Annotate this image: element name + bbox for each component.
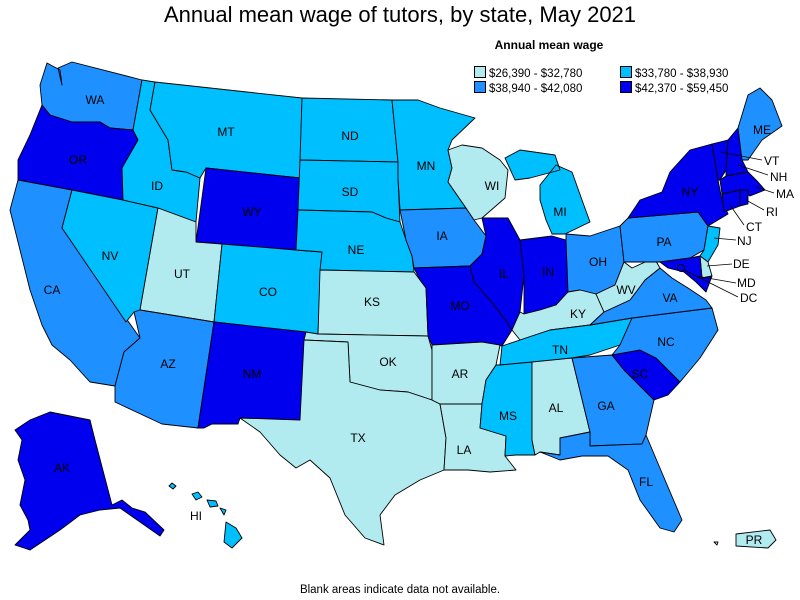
legend-item-bin-2: $33,780 - $38,930 xyxy=(620,66,728,80)
legend-label-bin-4: $42,370 - $59,450 xyxy=(635,83,729,95)
label-nc: NC xyxy=(657,335,675,349)
footnote: Blank areas indicate data not available. xyxy=(299,584,501,596)
leader-dc xyxy=(683,269,739,298)
label-ar: AR xyxy=(452,367,469,381)
state-wv[interactable] xyxy=(595,257,661,313)
label-mo: MO xyxy=(450,299,469,313)
label-ca: CA xyxy=(44,283,61,297)
legend-label-bin-2: $33,780 - $38,930 xyxy=(635,68,729,80)
leader-md xyxy=(695,275,737,284)
label-sd: SD xyxy=(342,185,359,199)
label-va: VA xyxy=(662,291,677,305)
leader-lines xyxy=(683,151,775,298)
label-ri: RI xyxy=(766,205,778,219)
label-hi: HI xyxy=(190,509,202,523)
state-ct[interactable] xyxy=(721,189,741,213)
legend-swatch-bin-2 xyxy=(620,66,632,78)
state-hi[interactable] xyxy=(168,482,243,549)
label-az: AZ xyxy=(160,357,175,371)
leader-vt xyxy=(719,151,763,161)
label-md: MD xyxy=(737,276,756,290)
label-wy: WY xyxy=(242,205,261,219)
label-ky: KY xyxy=(570,307,586,321)
label-co: CO xyxy=(259,285,277,299)
leader-ct xyxy=(729,204,745,226)
legend-swatch-bin-1 xyxy=(474,66,486,78)
label-la: LA xyxy=(457,443,472,457)
label-pr: PR xyxy=(746,533,763,547)
legend-title: Annual mean wage xyxy=(494,38,604,52)
label-wi: WI xyxy=(485,179,500,193)
state-wi[interactable] xyxy=(447,144,509,221)
label-dc: DC xyxy=(740,291,758,305)
label-mi: MI xyxy=(553,205,566,219)
label-ut: UT xyxy=(174,267,191,281)
legend-item-bin-3: $38,940 - $42,080 xyxy=(474,81,582,95)
label-ia: IA xyxy=(436,229,447,243)
label-or: OR xyxy=(69,153,87,167)
label-tn: TN xyxy=(552,343,568,357)
label-me: ME xyxy=(753,123,771,137)
label-nd: ND xyxy=(341,129,359,143)
leader-de xyxy=(706,263,733,267)
label-nh: NH xyxy=(770,170,787,184)
state-dc[interactable] xyxy=(677,264,685,272)
label-ks: KS xyxy=(364,295,380,309)
state-vt[interactable] xyxy=(711,139,729,181)
leader-nh xyxy=(737,164,769,176)
label-nj: NJ xyxy=(737,234,752,248)
state-fl[interactable] xyxy=(539,431,683,533)
label-sc: SC xyxy=(632,367,649,381)
label-ma: MA xyxy=(776,187,794,201)
state-md[interactable] xyxy=(659,255,713,293)
label-al: AL xyxy=(549,401,564,415)
legend-item-bin-1: $26,390 - $32,780 xyxy=(474,66,582,80)
label-tx: TX xyxy=(350,431,365,445)
label-mt: MT xyxy=(217,125,235,139)
label-ak: AK xyxy=(54,461,70,475)
label-vt: VT xyxy=(764,154,780,168)
label-in: IN xyxy=(542,265,554,279)
label-de: DE xyxy=(733,257,750,271)
state-nc[interactable] xyxy=(611,307,719,383)
label-ms: MS xyxy=(499,409,517,423)
legend-swatch-bin-3 xyxy=(474,81,486,93)
map-title: Annual mean wage of tutors, by state, Ma… xyxy=(163,2,637,27)
legend-label-bin-3: $38,940 - $42,080 xyxy=(489,83,583,95)
label-pa: PA xyxy=(656,235,671,249)
label-mn: MN xyxy=(417,159,436,173)
label-ny: NY xyxy=(682,185,699,199)
label-oh: OH xyxy=(589,255,607,269)
label-ct: CT xyxy=(746,220,763,234)
state-me[interactable] xyxy=(737,87,783,161)
label-wv: WV xyxy=(616,283,635,297)
label-ne: NE xyxy=(348,243,365,257)
leader-ma xyxy=(755,186,775,194)
pr-islet xyxy=(713,541,719,546)
state-pr[interactable] xyxy=(735,529,777,549)
leader-nj xyxy=(713,237,737,241)
state-tx[interactable] xyxy=(239,339,447,546)
label-ok: OK xyxy=(379,355,396,369)
legend-label-bin-1: $26,390 - $32,780 xyxy=(489,68,583,80)
leader-ri xyxy=(745,199,765,211)
state-ny[interactable] xyxy=(627,143,729,227)
state-ri[interactable] xyxy=(739,189,749,207)
legend: Annual mean wage $26,390 - $32,780 $33,7… xyxy=(468,38,728,95)
label-il: IL xyxy=(499,267,509,281)
state-labels: WA OR CA NV ID MT WY UT AZ CO NM ND SD N… xyxy=(44,93,794,547)
state-ak[interactable] xyxy=(14,411,165,551)
label-fl: FL xyxy=(639,475,653,489)
state-mi[interactable] xyxy=(504,149,591,235)
label-nm: NM xyxy=(243,367,262,381)
label-nv: NV xyxy=(102,249,119,263)
legend-item-bin-4: $42,370 - $59,450 xyxy=(620,81,728,95)
label-ga: GA xyxy=(597,399,614,413)
label-wa: WA xyxy=(86,93,105,107)
label-id: ID xyxy=(151,179,163,193)
legend-swatch-bin-4 xyxy=(620,81,632,93)
